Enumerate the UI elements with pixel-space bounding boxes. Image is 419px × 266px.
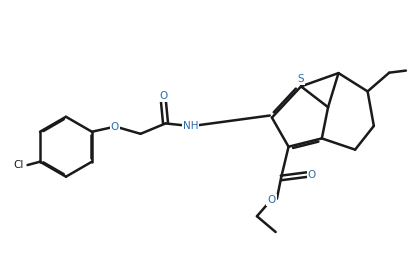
Text: NH: NH [183, 120, 198, 131]
Text: S: S [297, 74, 303, 84]
Text: O: O [308, 170, 316, 180]
Text: O: O [159, 92, 168, 101]
Text: Cl: Cl [13, 160, 23, 170]
Text: O: O [267, 194, 276, 205]
Text: O: O [111, 122, 119, 132]
